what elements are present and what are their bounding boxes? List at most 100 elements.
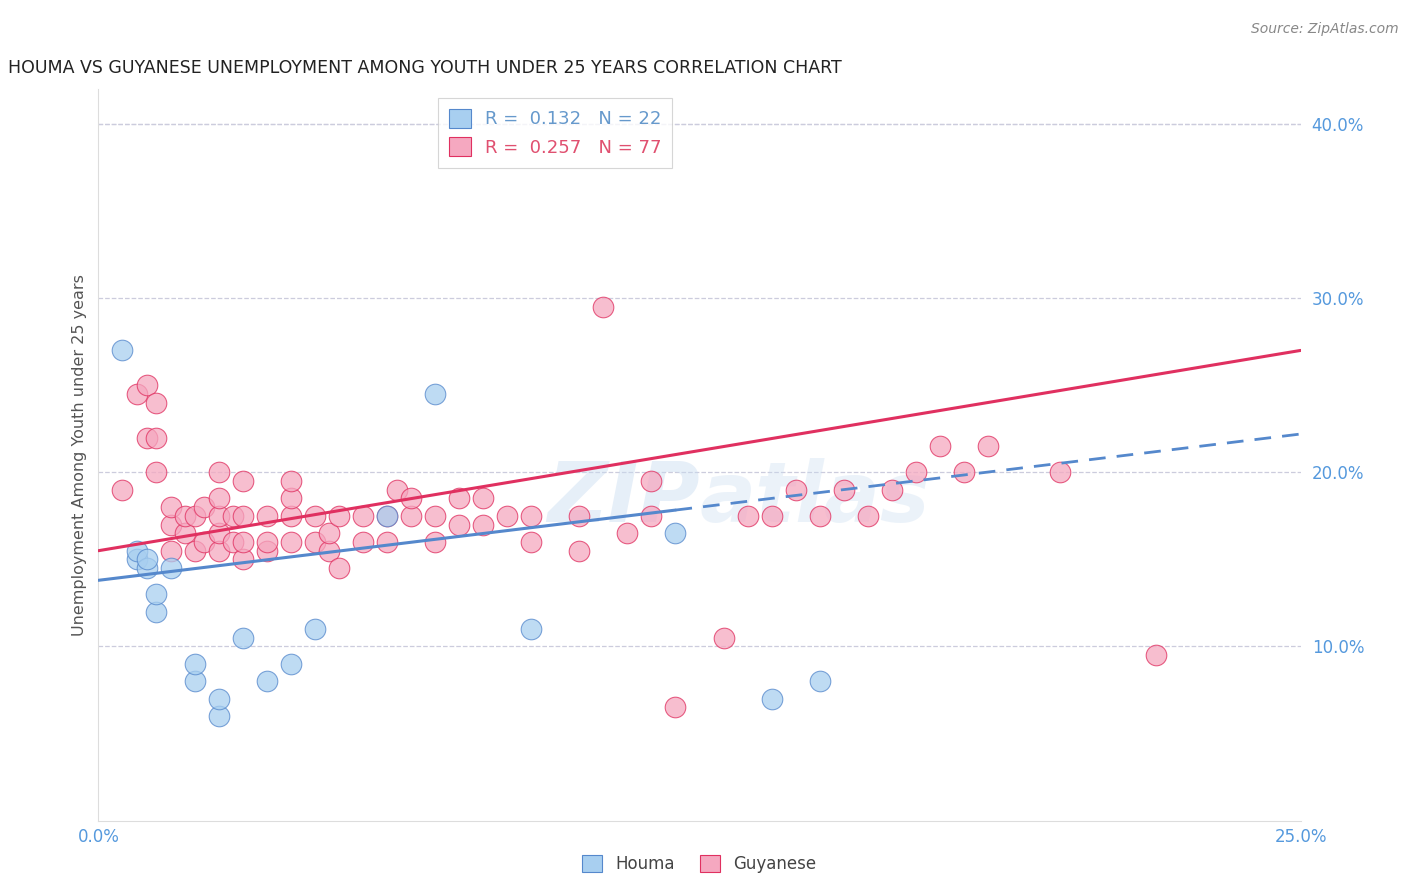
Point <box>135 552 157 566</box>
Point <box>208 691 231 706</box>
Point <box>953 466 976 480</box>
Point <box>174 526 197 541</box>
Point <box>832 483 855 497</box>
Point <box>159 500 181 515</box>
Point <box>1049 466 1071 480</box>
Point <box>304 508 326 523</box>
Point <box>664 700 686 714</box>
Point <box>232 508 254 523</box>
Point <box>352 508 374 523</box>
Point <box>1144 648 1167 663</box>
Point <box>375 535 398 549</box>
Point <box>328 561 350 575</box>
Point <box>256 535 278 549</box>
Point <box>208 466 231 480</box>
Point <box>399 491 422 506</box>
Point <box>208 709 231 723</box>
Text: atlas: atlas <box>700 458 931 540</box>
Point <box>472 491 495 506</box>
Point <box>928 439 950 453</box>
Point <box>145 466 167 480</box>
Point <box>423 508 446 523</box>
Point <box>318 543 340 558</box>
Point <box>280 491 302 506</box>
Point <box>304 622 326 636</box>
Point <box>145 587 167 601</box>
Point <box>135 378 157 392</box>
Point <box>193 535 215 549</box>
Point <box>304 535 326 549</box>
Point <box>193 500 215 515</box>
Point <box>385 483 408 497</box>
Point <box>318 526 340 541</box>
Point <box>208 491 231 506</box>
Point <box>111 343 134 358</box>
Point <box>232 631 254 645</box>
Point <box>520 535 543 549</box>
Point <box>174 508 197 523</box>
Point <box>256 508 278 523</box>
Point <box>399 508 422 523</box>
Point <box>256 674 278 689</box>
Text: ZIP: ZIP <box>547 458 700 540</box>
Point <box>640 508 662 523</box>
Point <box>159 543 181 558</box>
Point <box>222 508 245 523</box>
Point <box>232 474 254 488</box>
Point <box>145 605 167 619</box>
Point <box>159 561 181 575</box>
Point <box>664 526 686 541</box>
Point <box>352 535 374 549</box>
Point <box>616 526 638 541</box>
Point <box>256 543 278 558</box>
Point <box>232 552 254 566</box>
Point <box>183 508 205 523</box>
Point <box>183 674 205 689</box>
Point <box>280 508 302 523</box>
Point <box>568 508 591 523</box>
Point <box>447 517 470 532</box>
Point <box>328 508 350 523</box>
Point <box>785 483 807 497</box>
Point <box>713 631 735 645</box>
Point <box>808 508 831 523</box>
Point <box>208 508 231 523</box>
Point <box>159 517 181 532</box>
Point <box>125 543 148 558</box>
Point <box>856 508 879 523</box>
Point <box>135 430 157 444</box>
Point <box>520 622 543 636</box>
Text: HOUMA VS GUYANESE UNEMPLOYMENT AMONG YOUTH UNDER 25 YEARS CORRELATION CHART: HOUMA VS GUYANESE UNEMPLOYMENT AMONG YOU… <box>8 59 842 77</box>
Point <box>145 395 167 409</box>
Point <box>183 543 205 558</box>
Legend: Houma, Guyanese: Houma, Guyanese <box>574 847 825 882</box>
Point <box>232 535 254 549</box>
Point <box>592 300 614 314</box>
Point <box>375 508 398 523</box>
Point <box>111 483 134 497</box>
Y-axis label: Unemployment Among Youth under 25 years: Unemployment Among Youth under 25 years <box>72 274 87 636</box>
Point <box>880 483 903 497</box>
Point <box>423 535 446 549</box>
Point <box>125 387 148 401</box>
Point <box>568 543 591 558</box>
Point <box>208 543 231 558</box>
Point <box>280 474 302 488</box>
Point <box>640 474 662 488</box>
Text: Source: ZipAtlas.com: Source: ZipAtlas.com <box>1251 22 1399 37</box>
Point <box>280 657 302 671</box>
Point <box>496 508 519 523</box>
Point <box>375 508 398 523</box>
Point <box>904 466 927 480</box>
Point <box>520 508 543 523</box>
Point <box>145 430 167 444</box>
Point <box>135 561 157 575</box>
Point <box>222 535 245 549</box>
Point <box>977 439 1000 453</box>
Point <box>280 535 302 549</box>
Point <box>423 387 446 401</box>
Point <box>472 517 495 532</box>
Point <box>808 674 831 689</box>
Point <box>761 691 783 706</box>
Point <box>183 657 205 671</box>
